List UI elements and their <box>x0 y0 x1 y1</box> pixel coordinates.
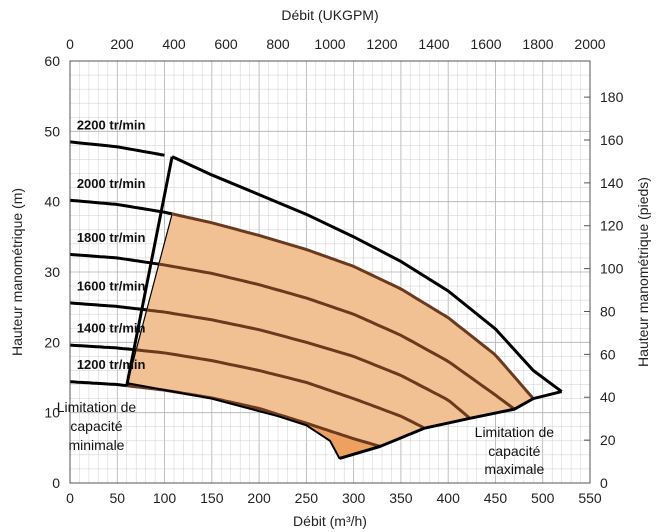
speed-curve <box>69 140 165 157</box>
x-bottom-tick-label: 450 <box>484 490 508 506</box>
minimum-capacity-band <box>126 383 381 459</box>
y-right-tick-label: 160 <box>600 132 624 148</box>
max-envelope-curve <box>171 155 563 393</box>
speed-curve <box>69 343 137 352</box>
x-top-tick-label: 600 <box>214 36 238 52</box>
axes <box>69 60 591 484</box>
x-top-axis-label: Débit (UKGPM) <box>281 7 378 23</box>
speed-curve <box>158 262 516 411</box>
max-capacity-annotation: Limitation de <box>475 424 555 440</box>
x-bottom-tick-label: 200 <box>247 490 271 506</box>
x-top-tick-label: 0 <box>66 36 74 52</box>
x-bottom-tick-label: 50 <box>109 490 125 506</box>
y-left-tick-label: 40 <box>44 194 60 210</box>
x-bottom-tick-label: 550 <box>578 490 602 506</box>
y-left-axis-label: Hauteur manométrique (m) <box>9 188 25 356</box>
y-right-axis-label: Hauteur manométrique (pieds) <box>635 177 651 367</box>
speed-curve <box>146 308 471 420</box>
y-left-tick-label: 60 <box>44 53 60 69</box>
plot-frame <box>69 60 591 484</box>
speed-curve-label: 1800 tr/min <box>77 230 146 245</box>
speed-curve-label: 2000 tr/min <box>77 176 146 191</box>
x-top-tick-label: 400 <box>162 36 186 52</box>
x-bottom-tick-label: 0 <box>66 490 74 506</box>
y-right-tick-label: 180 <box>600 89 624 105</box>
min-capacity-annotation: capacité <box>70 418 122 434</box>
x-bottom-tick-label: 250 <box>295 490 319 506</box>
y-right-tick-label: 120 <box>600 218 624 234</box>
x-top-tick-label: 1800 <box>522 36 553 52</box>
speed-curve-label: 1400 tr/min <box>77 320 146 335</box>
speed-curve <box>136 348 426 430</box>
y-left-tick-label: 30 <box>44 264 60 280</box>
x-top-tick-label: 2000 <box>574 36 605 52</box>
speed-curve-label: 1200 tr/min <box>77 357 146 372</box>
min-capacity-limit-line <box>125 156 174 386</box>
speed-curve <box>69 380 127 388</box>
x-top-tick-label: 1200 <box>366 36 397 52</box>
y-left-tick-label: 20 <box>44 334 60 350</box>
speed-curve <box>69 198 173 216</box>
speed-curve <box>69 301 148 312</box>
y-right-tick-label: 0 <box>600 475 608 491</box>
max-capacity-limit-line <box>339 390 562 460</box>
x-bottom-tick-label: 150 <box>200 490 224 506</box>
y-right-tick-label: 60 <box>600 346 616 362</box>
x-top-tick-label: 1000 <box>314 36 345 52</box>
speed-curve <box>171 212 535 400</box>
x-bottom-tick-label: 400 <box>437 490 461 506</box>
y-right-tick-label: 80 <box>600 303 616 319</box>
x-top-tick-label: 200 <box>110 36 134 52</box>
y-left-tick-label: 50 <box>44 123 60 139</box>
y-left-tick-label: 10 <box>44 405 60 421</box>
x-top-tick-label: 800 <box>266 36 290 52</box>
max-capacity-annotation: maximale <box>484 461 544 477</box>
max-capacity-annotation: capacité <box>488 443 540 459</box>
x-bottom-tick-label: 500 <box>531 490 555 506</box>
y-left-tick-label: 0 <box>52 475 60 491</box>
speed-curves <box>69 140 535 448</box>
envelope-lines <box>125 155 563 460</box>
speed-curve <box>69 252 160 266</box>
x-bottom-tick-label: 300 <box>342 490 366 506</box>
min-capacity-annotation: Limitation de <box>57 399 137 415</box>
y-right-tick-label: 40 <box>600 389 616 405</box>
x-bottom-axis-label: Débit (m³/h) <box>293 513 367 529</box>
y-right-tick-label: 140 <box>600 175 624 191</box>
x-top-tick-label: 1600 <box>470 36 501 52</box>
y-right-tick-label: 100 <box>600 261 624 277</box>
speed-curve-label: 2200 tr/min <box>77 118 146 133</box>
speed-curve-label: 1600 tr/min <box>77 278 146 293</box>
lower-boundary-line <box>126 382 341 459</box>
x-bottom-tick-label: 100 <box>153 490 177 506</box>
x-bottom-tick-label: 350 <box>389 490 413 506</box>
x-top-tick-label: 1400 <box>418 36 449 52</box>
y-right-tick-label: 20 <box>600 432 616 448</box>
min-capacity-annotation: minimale <box>68 437 124 453</box>
